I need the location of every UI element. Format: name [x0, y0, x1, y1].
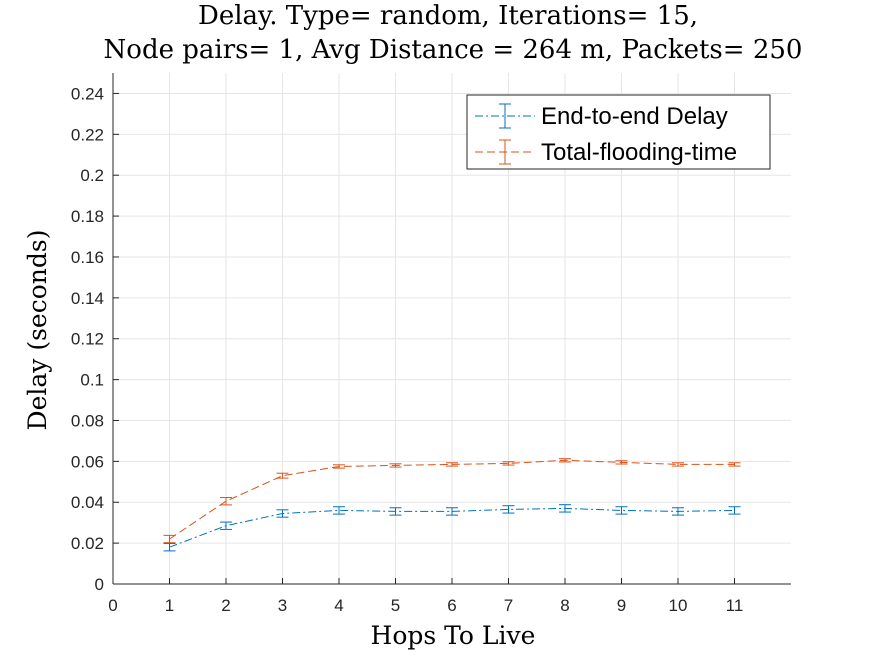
x-tick-label: 1: [165, 596, 174, 615]
error-bar: [389, 463, 402, 468]
tick-labels: 0 1 2 3 4 5 6 7 8 9 10 11 0 0.02 0.04 0.06 0.08 0.1 0.12 0.…: [71, 84, 743, 615]
x-tick-label: 8: [560, 596, 569, 615]
error-bar: [502, 505, 515, 514]
y-tick-label: 0.12: [71, 330, 104, 349]
legend-swatch-0: [475, 103, 535, 129]
error-bar: [502, 461, 515, 466]
x-tick-label: 11: [726, 596, 744, 615]
error-bar: [615, 460, 628, 465]
y-tick-label: 0.04: [71, 493, 104, 512]
x-tick-label: 6: [447, 596, 456, 615]
legend: End-to-end Delay Total-flooding-time: [466, 94, 771, 170]
error-bar: [389, 507, 402, 516]
plot-area: [163, 458, 741, 552]
y-tick-label: 0.1: [80, 371, 104, 390]
error-bar: [163, 543, 176, 552]
error-bar: [615, 506, 628, 515]
legend-label-0: End-to-end Delay: [541, 103, 728, 130]
x-tick-label: 3: [278, 596, 287, 615]
error-bar: [559, 504, 571, 513]
error-bar: [333, 464, 345, 469]
y-tick-label: 0.08: [71, 411, 104, 430]
y-tick-label: 0.16: [71, 248, 104, 267]
chart-title-line1: Delay. Type= random, Iterations= 15,: [198, 1, 698, 31]
error-bar: [672, 462, 684, 467]
y-tick-label: 0.06: [71, 452, 104, 471]
error-bar: [446, 462, 458, 467]
y-axis-label: Delay (seconds): [23, 230, 52, 431]
series-line-0: [169, 507, 735, 548]
x-tick-label: 7: [504, 596, 513, 615]
x-tick-label: 10: [669, 596, 688, 615]
error-bar: [672, 507, 684, 516]
error-bar: [220, 497, 232, 506]
y-tick-label: 0: [95, 575, 104, 594]
legend-label-1: Total-flooding-time: [541, 139, 737, 166]
x-tick-label: 2: [221, 596, 230, 615]
x-tick-label: 9: [617, 596, 626, 615]
error-bar: [446, 507, 458, 516]
error-bar: [728, 506, 741, 515]
y-tick-label: 0.24: [71, 84, 104, 103]
legend-swatch-1: [475, 139, 535, 165]
y-tick-label: 0.22: [71, 125, 104, 144]
y-tick-label: 0.2: [80, 166, 104, 185]
y-tick-label: 0.18: [71, 207, 104, 226]
y-tick-label: 0.14: [71, 289, 104, 308]
x-tick-label: 4: [334, 596, 343, 615]
legend-box: [466, 94, 771, 170]
x-tick-label: 0: [108, 596, 117, 615]
error-bar: [276, 472, 289, 479]
error-bar: [220, 521, 232, 530]
axes: [112, 73, 791, 585]
error-bar: [559, 458, 571, 463]
x-axis-label: Hops To Live: [371, 621, 536, 650]
error-bar: [728, 462, 741, 467]
y-tick-label: 0.02: [71, 534, 104, 553]
error-bar: [163, 534, 176, 544]
x-tick-label: 5: [391, 596, 400, 615]
chart-title-line2: Node pairs= 1, Avg Distance = 264 m, Pac…: [104, 35, 803, 65]
error-bar: [276, 509, 289, 518]
error-bar: [333, 506, 345, 515]
